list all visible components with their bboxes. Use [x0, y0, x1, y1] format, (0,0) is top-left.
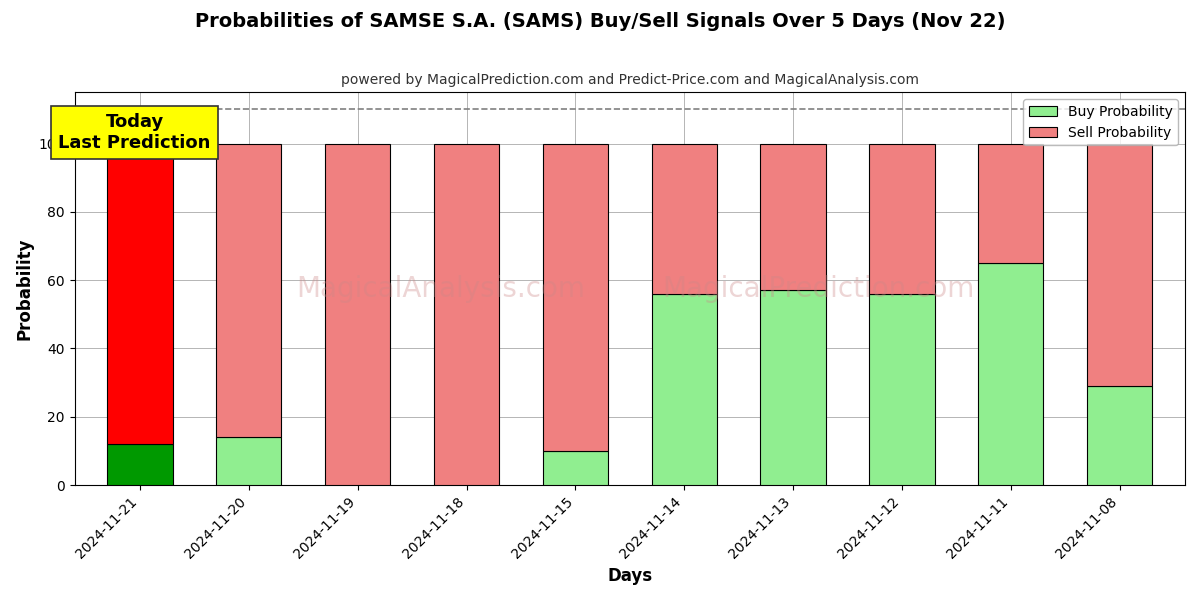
Bar	[978, 263, 1044, 485]
Bar	[216, 143, 282, 437]
Legend: Buy Probability, Sell Probability: Buy Probability, Sell Probability	[1024, 99, 1178, 145]
Text: MagicalPrediction.com: MagicalPrediction.com	[662, 275, 974, 303]
Bar	[869, 294, 935, 485]
Bar	[869, 143, 935, 294]
X-axis label: Days: Days	[607, 567, 653, 585]
Bar	[978, 143, 1044, 263]
Y-axis label: Probability: Probability	[16, 238, 34, 340]
Bar	[1087, 386, 1152, 485]
Title: powered by MagicalPrediction.com and Predict-Price.com and MagicalAnalysis.com: powered by MagicalPrediction.com and Pre…	[341, 73, 919, 87]
Bar	[107, 444, 173, 485]
Bar	[542, 143, 608, 451]
Bar	[761, 290, 826, 485]
Bar	[107, 143, 173, 444]
Bar	[761, 143, 826, 290]
Bar	[652, 143, 716, 294]
Text: MagicalAnalysis.com: MagicalAnalysis.com	[296, 275, 586, 303]
Bar	[216, 437, 282, 485]
Text: Probabilities of SAMSE S.A. (SAMS) Buy/Sell Signals Over 5 Days (Nov 22): Probabilities of SAMSE S.A. (SAMS) Buy/S…	[194, 12, 1006, 31]
Bar	[325, 143, 390, 485]
Bar	[434, 143, 499, 485]
Bar	[542, 451, 608, 485]
Bar	[652, 294, 716, 485]
Bar	[1087, 143, 1152, 386]
Text: Today
Last Prediction: Today Last Prediction	[59, 113, 211, 152]
